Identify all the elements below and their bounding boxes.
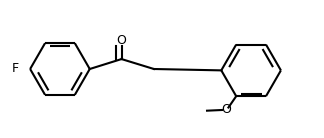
Text: F: F	[12, 63, 19, 75]
Text: O: O	[221, 104, 231, 116]
Text: O: O	[117, 34, 126, 47]
